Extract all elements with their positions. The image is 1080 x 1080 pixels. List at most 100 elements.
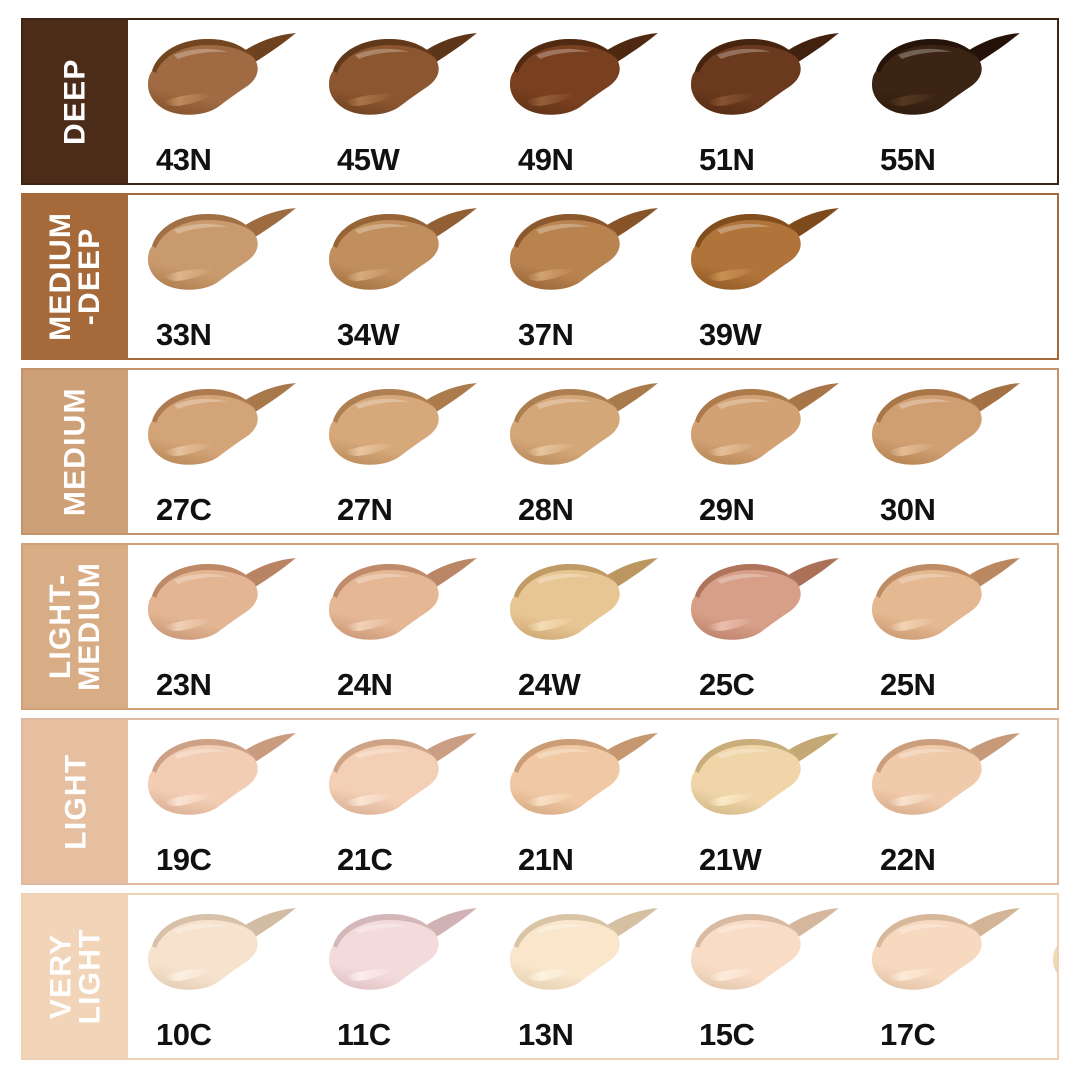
shade-band-row: DEEP 43N (21, 18, 1059, 185)
shade-swatch-cell[interactable]: 21N (490, 720, 676, 883)
shade-code-label: 10C (156, 1017, 212, 1052)
band-label-line: LIGHT (73, 928, 107, 1025)
foundation-smear-icon (677, 552, 847, 648)
foundation-smear-icon (677, 377, 847, 473)
shade-swatch-cell[interactable]: 17N (1033, 895, 1057, 1058)
shade-band-row: MEDIUM 27C (21, 368, 1059, 535)
shade-swatch-cell[interactable]: 21C (309, 720, 495, 883)
shade-code-label: 13N (518, 1017, 574, 1052)
band-label-cell: LIGHT- MEDIUM (23, 545, 128, 708)
shade-swatch-cell[interactable]: 45W (309, 20, 495, 183)
foundation-smear-icon (858, 552, 1028, 648)
band-label-text: LIGHT (59, 753, 92, 849)
foundation-smear-icon (677, 202, 847, 298)
shade-swatch-cell[interactable]: 55N (852, 20, 1038, 183)
shade-code-label: 27C (156, 492, 212, 527)
shade-swatch-cell[interactable]: 22N (852, 720, 1038, 883)
foundation-smear-icon (134, 202, 304, 298)
band-label-line: MEDIUM (73, 562, 107, 691)
shade-swatch-cell[interactable]: 27N (309, 370, 495, 533)
shade-swatch-cell[interactable]: 30N (852, 370, 1038, 533)
shade-swatch-cell[interactable]: 19C (128, 720, 314, 883)
shade-swatch-cell[interactable]: 43N (128, 20, 314, 183)
shade-swatch-cell[interactable]: 11C (309, 895, 495, 1058)
foundation-smear-icon (134, 377, 304, 473)
swatch-area: 19C 21C (128, 720, 1057, 883)
swatch-area: 10C 11C (128, 895, 1057, 1058)
shade-swatch-cell[interactable]: 24W (490, 545, 676, 708)
foundation-smear-icon (858, 727, 1028, 823)
foundation-smear-icon (858, 377, 1028, 473)
shade-swatch-cell[interactable]: 25N (852, 545, 1038, 708)
shade-band-row: VERY LIGHT 10 (21, 893, 1059, 1060)
shade-code-label: 39W (699, 317, 762, 352)
shade-swatch-cell[interactable]: 24N (309, 545, 495, 708)
foundation-smear-icon (315, 377, 485, 473)
band-label-line: LIGHT- (44, 573, 78, 680)
shade-code-label: 19C (156, 842, 212, 877)
shade-code-label: 34W (337, 317, 400, 352)
foundation-smear-icon (496, 727, 666, 823)
shade-swatch-cell[interactable]: 34W (309, 195, 495, 358)
shade-code-label: 37N (518, 317, 574, 352)
band-label-line: VERY (44, 933, 78, 1020)
shade-swatch-cell[interactable]: 29N (671, 370, 857, 533)
foundation-smear-icon (315, 27, 485, 123)
shade-swatch-cell[interactable]: 10C (128, 895, 314, 1058)
shade-swatch-cell[interactable]: 17C (852, 895, 1038, 1058)
foundation-smear-icon (496, 27, 666, 123)
shade-swatch-cell[interactable]: 23N (128, 545, 314, 708)
shade-code-label: 11C (337, 1017, 391, 1052)
shade-code-label: 30N (880, 492, 936, 527)
band-label-text: DEEP (58, 58, 92, 145)
foundation-smear-icon (677, 727, 847, 823)
shade-code-label: 29N (699, 492, 755, 527)
shade-code-label: 49N (518, 142, 574, 177)
shade-swatch-cell[interactable]: 28N (490, 370, 676, 533)
band-label-line: MEDIUM (44, 212, 78, 341)
band-label-line: DEEP (58, 58, 92, 145)
shade-swatch-cell[interactable]: 25C (671, 545, 857, 708)
shade-code-label: 23N (156, 667, 212, 702)
foundation-smear-icon (858, 27, 1028, 123)
shade-swatch-cell[interactable]: 21W (671, 720, 857, 883)
band-label-line: -DEEP (73, 227, 107, 326)
foundation-smear-icon (315, 202, 485, 298)
band-label-cell: VERY LIGHT (23, 895, 128, 1058)
foundation-smear-icon (315, 902, 485, 998)
band-label-cell: MEDIUM (23, 370, 128, 533)
swatch-area: 27C 27N (128, 370, 1057, 533)
shade-swatch-cell[interactable]: 39W (671, 195, 857, 358)
shade-swatch-cell[interactable]: 51N (671, 20, 857, 183)
shade-code-label: 21C (337, 842, 393, 877)
foundation-smear-icon (315, 727, 485, 823)
shade-swatch-cell[interactable]: 15C (671, 895, 857, 1058)
shade-swatch-cell[interactable]: 37N (490, 195, 676, 358)
foundation-smear-icon (496, 552, 666, 648)
swatch-area: 43N 45W (128, 20, 1057, 183)
shade-swatch-cell[interactable]: 13N (490, 895, 676, 1058)
shade-band-row: LIGHT 19C (21, 718, 1059, 885)
shade-code-label: 21N (518, 842, 574, 877)
shade-code-label: 55N (880, 142, 936, 177)
shade-band-row: MEDIUM -DEEP (21, 193, 1059, 360)
band-label-text: LIGHT- MEDIUM (44, 562, 107, 691)
foundation-smear-icon (496, 902, 666, 998)
foundation-smear-icon (496, 202, 666, 298)
band-label-text: VERY LIGHT (44, 928, 107, 1025)
shade-swatch-cell[interactable]: 49N (490, 20, 676, 183)
shade-swatch-cell[interactable]: 33N (128, 195, 314, 358)
shade-swatch-cell[interactable]: 27C (128, 370, 314, 533)
shade-code-label: 24W (518, 667, 581, 702)
foundation-smear-icon (315, 552, 485, 648)
shade-code-label: 33N (156, 317, 212, 352)
foundation-smear-icon (134, 727, 304, 823)
shade-code-label: 45W (337, 142, 400, 177)
shade-code-label: 17C (880, 1017, 936, 1052)
foundation-smear-icon (134, 902, 304, 998)
foundation-smear-icon (1039, 902, 1057, 998)
foundation-smear-icon (134, 27, 304, 123)
shade-code-label: 21W (699, 842, 762, 877)
shade-code-label: 43N (156, 142, 212, 177)
foundation-smear-icon (858, 902, 1028, 998)
